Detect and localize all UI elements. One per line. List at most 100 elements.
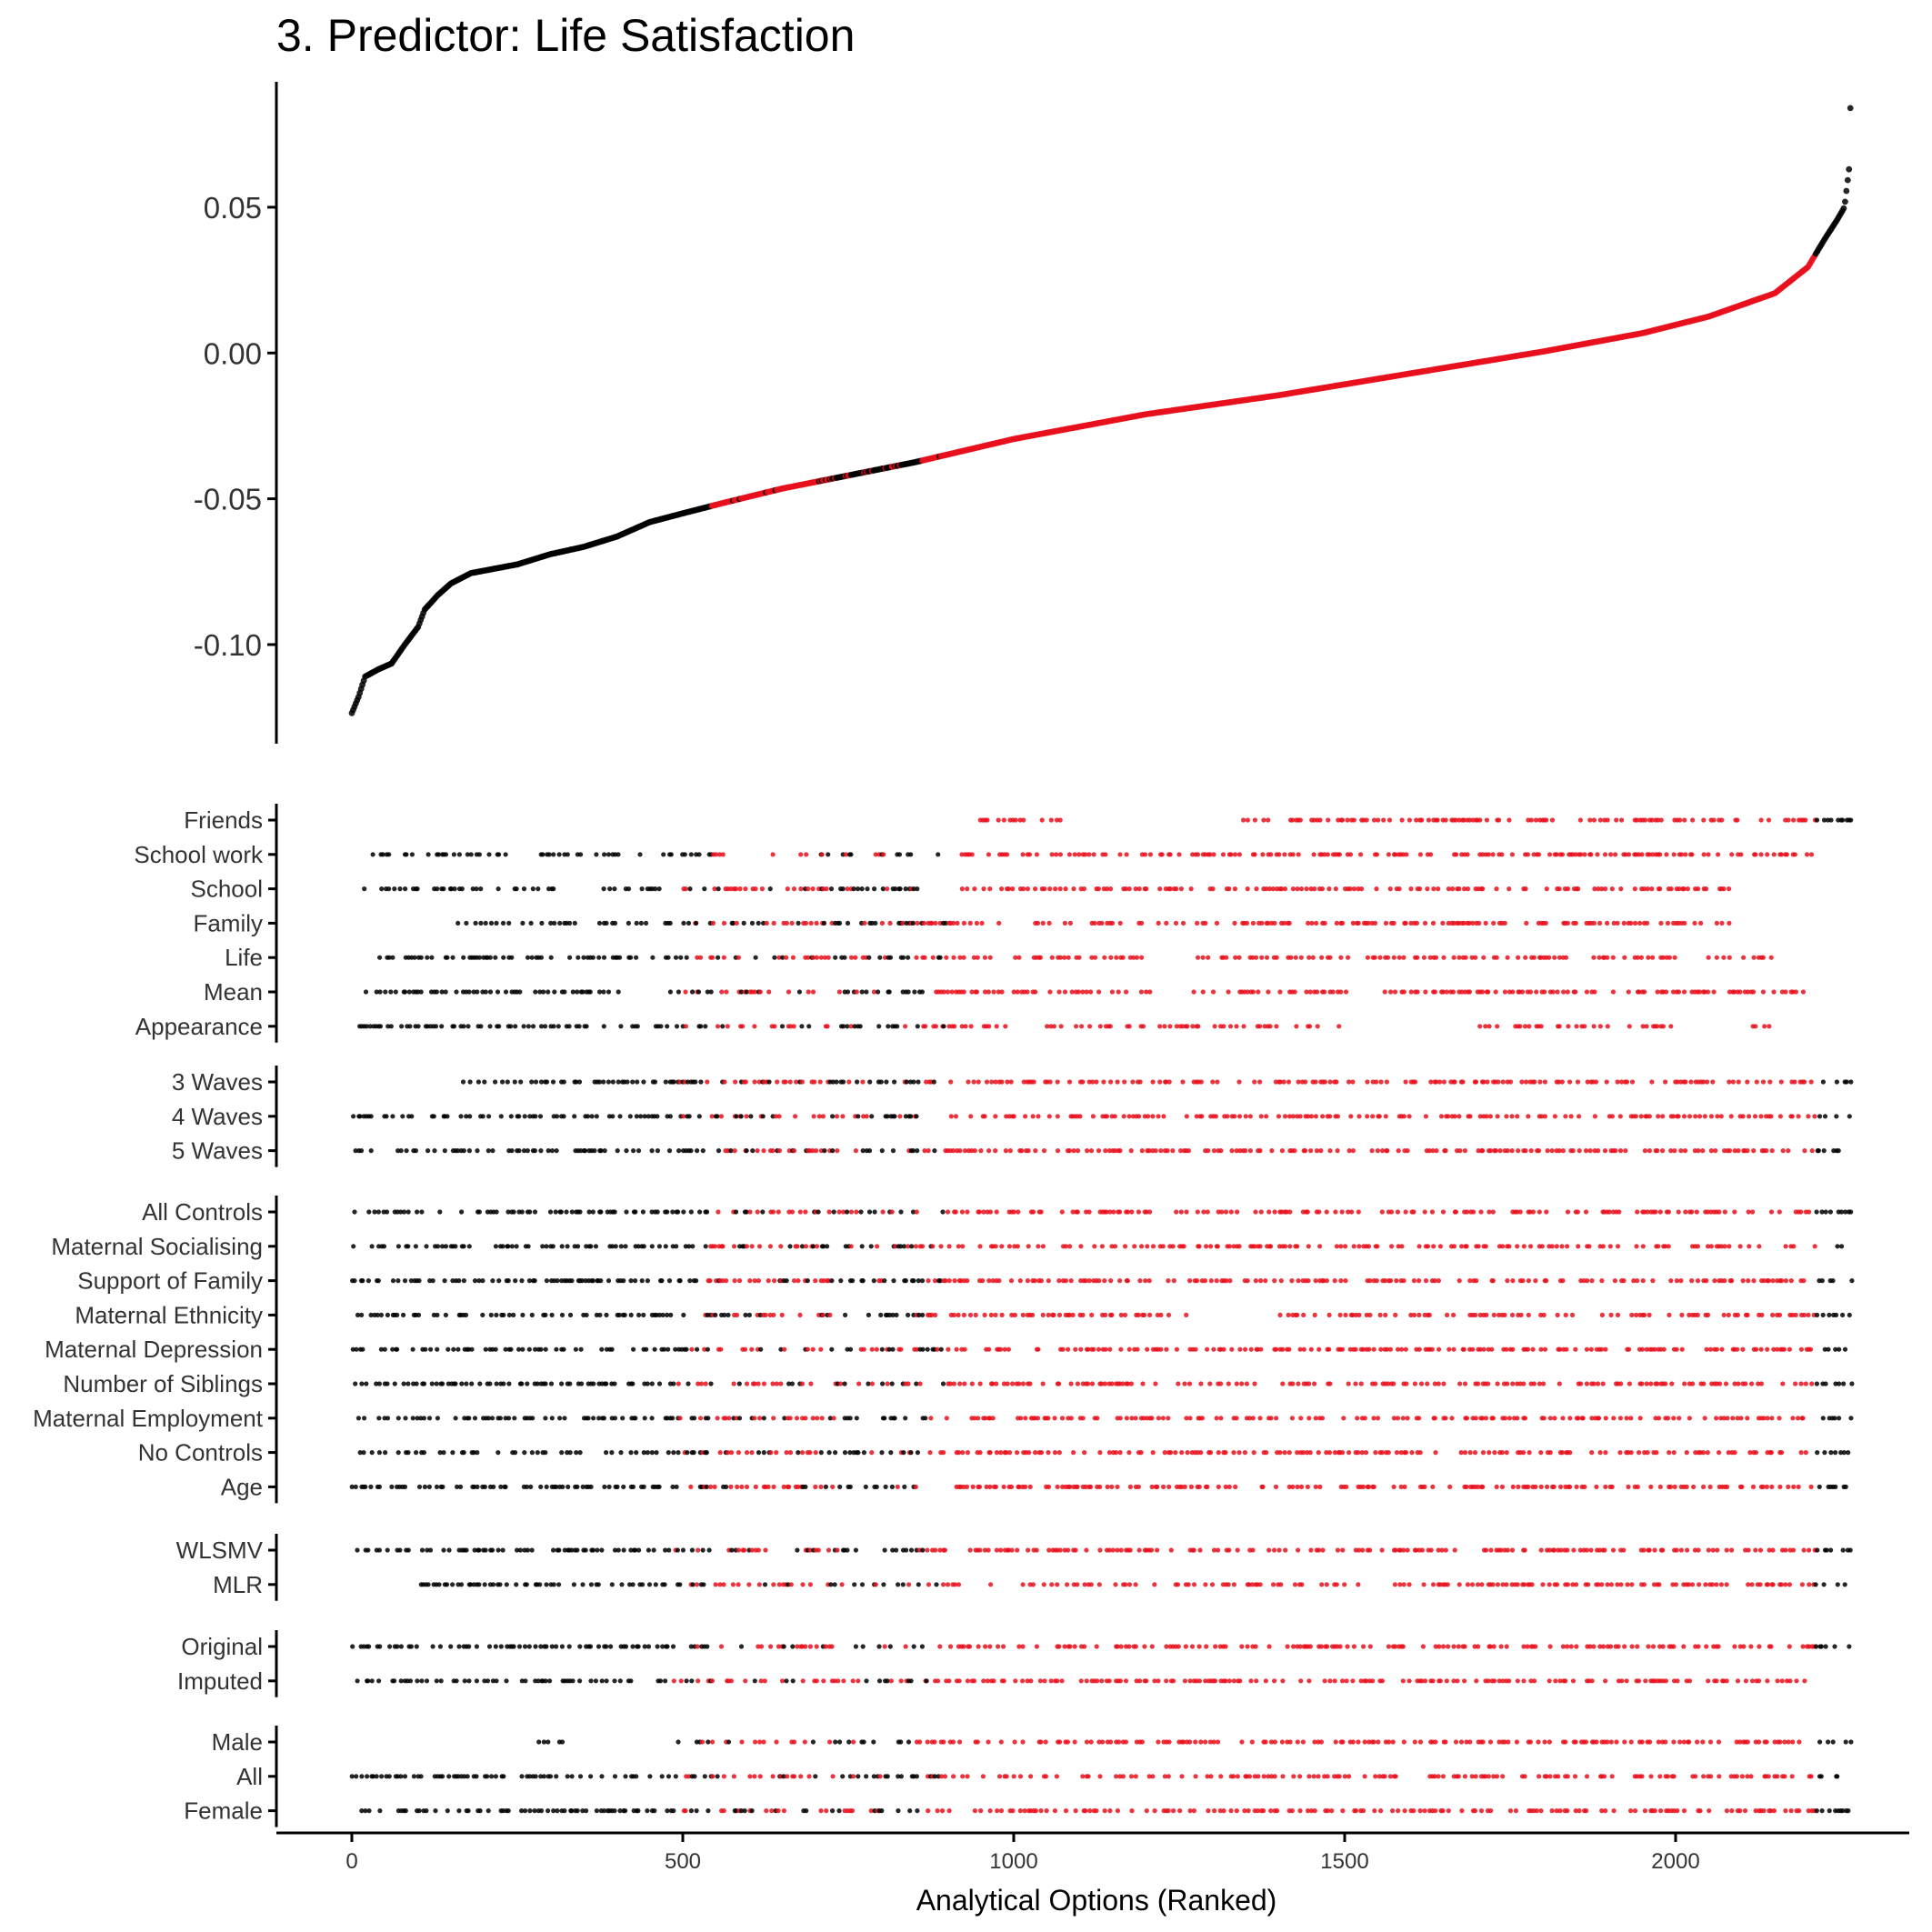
spec-point: [358, 1148, 365, 1154]
spec-point: [819, 1416, 825, 1421]
spec-point: [968, 1024, 974, 1029]
spec-point: [834, 1114, 840, 1119]
spec-point: [1461, 817, 1467, 823]
spec-point: [1584, 1346, 1589, 1352]
spec-point: [423, 1346, 428, 1352]
spec-point: [1504, 1114, 1509, 1119]
spec-point: [879, 920, 886, 926]
spec-point: [1136, 1209, 1141, 1215]
spec-point: [1405, 1148, 1410, 1154]
spec-point: [1807, 1209, 1812, 1215]
spec-point: [1844, 1079, 1849, 1085]
spec-point: [409, 1114, 415, 1119]
spec-point: [631, 1346, 636, 1352]
spec-point: [490, 1148, 496, 1154]
spec-point: [1366, 1244, 1372, 1249]
spec-point: [708, 1381, 714, 1386]
effect-point: [1840, 205, 1847, 212]
spec-point: [633, 1278, 638, 1284]
spec-point: [743, 886, 748, 892]
spec-point: [806, 886, 811, 892]
spec-point: [1236, 852, 1242, 857]
spec-point: [1094, 1079, 1099, 1085]
spec-point: [693, 1079, 698, 1085]
spec-point: [1451, 1244, 1457, 1249]
spec-point: [1140, 1024, 1146, 1029]
spec-point: [1308, 1346, 1314, 1352]
spec-point: [1591, 955, 1597, 960]
spec-point: [1417, 852, 1423, 857]
spec-point: [1664, 989, 1669, 995]
spec-point: [1738, 852, 1744, 857]
spec-point: [915, 1148, 920, 1154]
spec-point: [643, 920, 649, 926]
spec-point: [1552, 1114, 1557, 1119]
spec-point: [456, 1278, 462, 1284]
spec-point: [1046, 1312, 1051, 1317]
spec-point: [994, 1024, 999, 1029]
spec-point: [415, 1024, 421, 1029]
spec-point: [1476, 1244, 1481, 1249]
spec-point: [1220, 852, 1226, 857]
spec-point: [937, 955, 943, 960]
spec-point: [830, 1114, 836, 1119]
spec-point: [1117, 1148, 1123, 1154]
spec-point: [445, 955, 450, 960]
spec-label: Maternal Ethnicity: [75, 1301, 263, 1328]
spec-point: [1384, 1079, 1389, 1085]
spec-point: [352, 1278, 357, 1284]
spec-point: [533, 1114, 538, 1119]
spec-point: [514, 1244, 519, 1249]
spec-point: [1334, 1079, 1339, 1085]
spec-point: [971, 1079, 976, 1085]
spec-point: [604, 1312, 609, 1317]
spec-point: [858, 1209, 864, 1215]
spec-point: [1268, 1244, 1274, 1249]
spec-point: [589, 1114, 595, 1119]
spec-point: [1706, 955, 1711, 960]
spec-point: [944, 955, 949, 960]
spec-point: [1051, 1312, 1056, 1317]
spec-point: [733, 886, 739, 892]
spec-label: Maternal Socialising: [51, 1233, 263, 1260]
spec-point: [696, 852, 702, 857]
spec-point: [1108, 1278, 1114, 1284]
spec-point: [1375, 1244, 1380, 1249]
spec-point: [1490, 852, 1496, 857]
spec-point: [1547, 852, 1553, 857]
spec-point: [1395, 1209, 1400, 1215]
spec-point: [1212, 1024, 1217, 1029]
spec-point: [1530, 1209, 1536, 1215]
spec-point: [1170, 1148, 1176, 1154]
spec-point: [1460, 1079, 1466, 1085]
spec-point: [911, 1278, 916, 1284]
spec-point: [1758, 1114, 1764, 1119]
spec-point: [554, 1148, 559, 1154]
spec-point: [941, 1024, 946, 1029]
spec-point: [1554, 1244, 1559, 1249]
spec-point: [538, 1148, 544, 1154]
spec-point: [1621, 920, 1627, 926]
spec-point: [702, 886, 707, 892]
spec-point: [459, 1381, 465, 1386]
spec-point: [1272, 1278, 1277, 1284]
spec-point: [725, 1024, 730, 1029]
spec-point: [1257, 1244, 1263, 1249]
spec-point: [1196, 1244, 1202, 1249]
spec-point: [1200, 955, 1206, 960]
spec-point: [487, 1381, 493, 1386]
spec-point: [1446, 1346, 1452, 1352]
spec-point: [1394, 1278, 1399, 1284]
spec-point: [1496, 817, 1502, 823]
spec-point: [543, 1416, 548, 1421]
spec-point: [698, 1079, 704, 1085]
spec-point: [1316, 1346, 1322, 1352]
spec-point: [753, 886, 758, 892]
spec-point: [1091, 852, 1096, 857]
spec-point: [804, 852, 809, 857]
spec-point: [1011, 1114, 1016, 1119]
spec-point: [1259, 920, 1265, 926]
spec-point: [1101, 1079, 1106, 1085]
spec-point: [1711, 817, 1717, 823]
